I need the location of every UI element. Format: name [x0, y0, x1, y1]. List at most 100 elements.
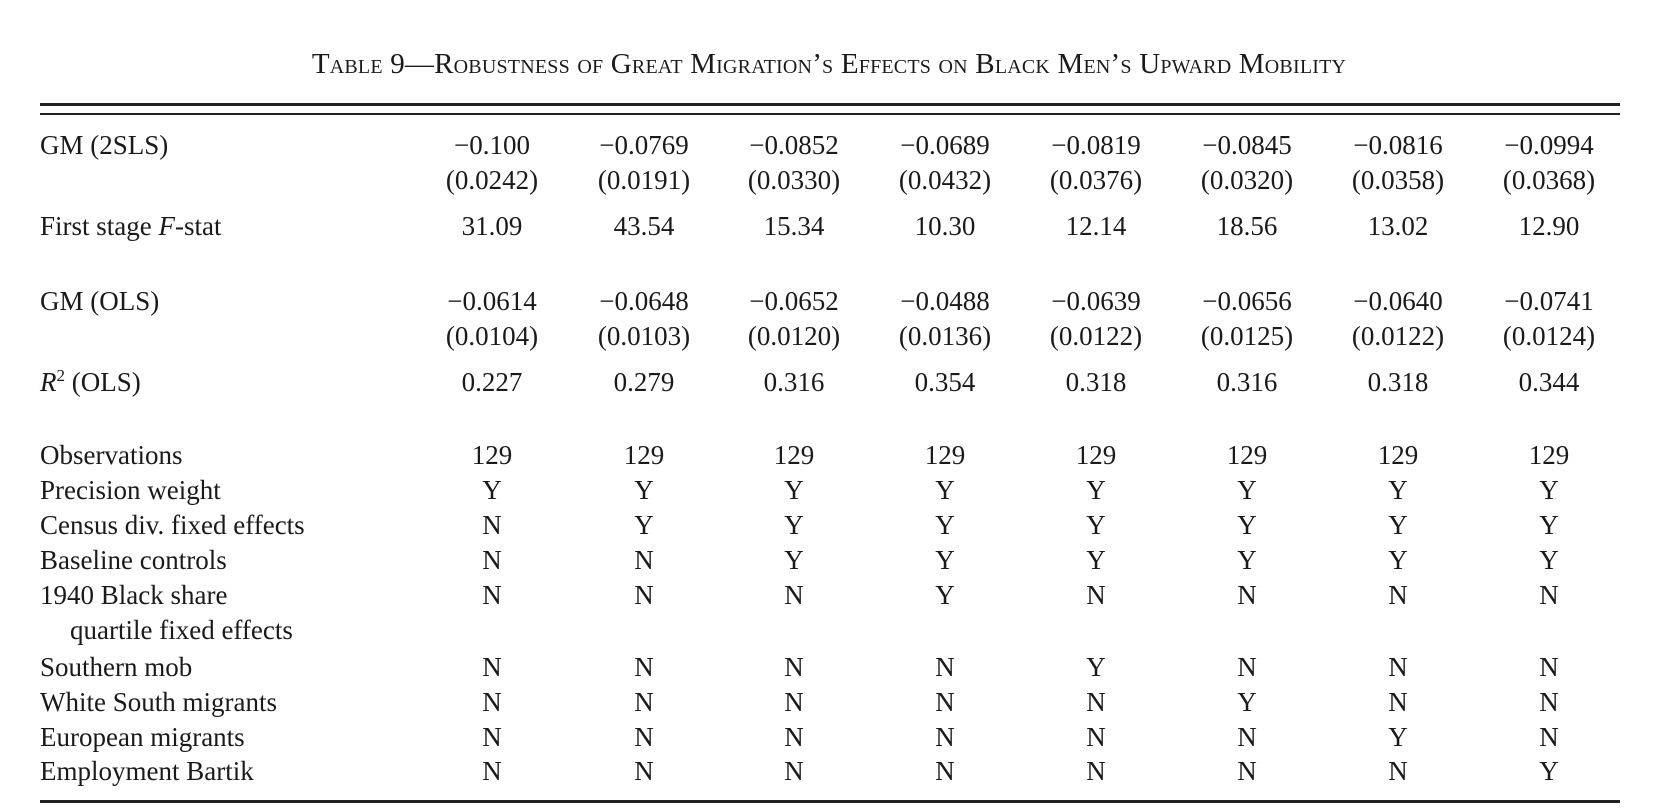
table-cell: (0.0376)	[1049, 165, 1143, 195]
table-cell: 15.34	[763, 211, 825, 241]
table-cell: N	[1237, 756, 1257, 786]
table-cell: N	[784, 722, 804, 752]
table-cell: 0.316	[1216, 367, 1278, 397]
row-label: European migrants	[40, 722, 245, 752]
table-cell: Y	[1086, 510, 1106, 540]
table-cell: N	[784, 652, 804, 682]
table-cell: −0.0639	[1051, 286, 1141, 316]
table-row-observations: Observations 129 129 129 129 129 129 129 129	[40, 438, 1620, 472]
table-cell: N	[482, 510, 502, 540]
table-cell: Y	[784, 545, 804, 575]
table-cell: N	[1539, 652, 1559, 682]
table-cell: N	[634, 756, 654, 786]
table-cell: N	[1539, 722, 1559, 752]
table-cell: Y	[634, 475, 654, 505]
table-cell: N	[482, 722, 502, 752]
table-cell: (0.0368)	[1502, 165, 1596, 195]
table-cell: 129	[924, 440, 966, 470]
table-row-1940-black-share: 1940 Black share N N N Y N N N N	[40, 578, 1620, 612]
table-cell: −0.0656	[1202, 286, 1292, 316]
table-cell: −0.0648	[599, 286, 689, 316]
table-cell: (0.0125)	[1200, 321, 1294, 351]
table-cell: Y	[1086, 475, 1106, 505]
table-row-gm-ols-se: (0.0104) (0.0103) (0.0120) (0.0136) (0.0122)…	[40, 319, 1620, 353]
table-row-employment-bartik: Employment Bartik N N N N N N N Y	[40, 754, 1620, 788]
row-label: Precision weight	[40, 475, 221, 505]
row-label: GM (2SLS)	[40, 130, 169, 160]
table-cell: Y	[1388, 722, 1408, 752]
table-cell: −0.0816	[1353, 130, 1443, 160]
table-cell: N	[784, 756, 804, 786]
table-row-baseline-controls: Baseline controls N N Y Y Y Y Y Y	[40, 543, 1620, 577]
table-cell: N	[1086, 722, 1106, 752]
table-cell: Y	[1086, 545, 1106, 575]
table-cell: N	[1086, 687, 1106, 717]
table-cell: N	[634, 652, 654, 682]
table-cell: N	[482, 756, 502, 786]
table-cell: N	[482, 545, 502, 575]
table-cell: −0.0852	[749, 130, 839, 160]
table-row-european-migrants: European migrants N N N N N N Y N	[40, 720, 1620, 754]
table-cell: −0.100	[454, 130, 530, 160]
table-cell: Y	[1237, 545, 1257, 575]
table-cell: N	[1388, 756, 1408, 786]
table-cell: (0.0358)	[1351, 165, 1445, 195]
table-cell: N	[634, 545, 654, 575]
table-cell: Y	[634, 510, 654, 540]
table-cell: N	[634, 722, 654, 752]
table-cell: (0.0122)	[1351, 321, 1445, 351]
table-cell: N	[784, 580, 804, 610]
table-cell: Y	[1539, 475, 1559, 505]
table-row-census-div: Census div. fixed effects N Y Y Y Y Y Y Y	[40, 508, 1620, 542]
table-cell: N	[634, 580, 654, 610]
table-cell: 0.344	[1518, 367, 1580, 397]
table-cell: N	[1237, 652, 1257, 682]
table-cell: N	[935, 722, 955, 752]
table-cell: Y	[935, 580, 955, 610]
table-cell: (0.0242)	[445, 165, 539, 195]
table-cell: −0.0769	[599, 130, 689, 160]
table-cell: N	[634, 687, 654, 717]
table-cell: Y	[1539, 756, 1559, 786]
table-cell: 0.318	[1065, 367, 1127, 397]
table-cell: (0.0103)	[597, 321, 691, 351]
table-cell: 43.54	[613, 211, 675, 241]
table-cell: 0.354	[914, 367, 976, 397]
table-cell: N	[1539, 687, 1559, 717]
row-label: Southern mob	[40, 652, 193, 682]
table-cell: N	[482, 687, 502, 717]
table-cell: N	[935, 687, 955, 717]
table-row-gm-2sls-se: (0.0242) (0.0191) (0.0330) (0.0432) (0.0376)…	[40, 163, 1620, 197]
table-cell: 129	[773, 440, 815, 470]
table-cell: (0.0330)	[747, 165, 841, 195]
table-cell: Y	[1539, 545, 1559, 575]
table-cell: Y	[1237, 475, 1257, 505]
table-cell: 129	[623, 440, 665, 470]
table-cell: −0.0741	[1504, 286, 1594, 316]
table-cell: (0.0120)	[747, 321, 841, 351]
table-cell: −0.0994	[1504, 130, 1594, 160]
row-label: White South migrants	[40, 687, 277, 717]
row-label: Census div. fixed effects	[40, 510, 305, 540]
table-cell: Y	[1237, 510, 1257, 540]
table-cell: N	[784, 687, 804, 717]
row-label: Observations	[40, 440, 183, 470]
table-cell: 129	[1377, 440, 1419, 470]
table-cell: Y	[482, 475, 502, 505]
row-label: GM (OLS)	[40, 286, 160, 316]
table-row-1940-black-share-cont: quartile fixed effects	[40, 613, 1620, 647]
top-rule-thin	[40, 113, 1620, 115]
row-label: First stage F-stat	[40, 211, 222, 241]
table-cell: N	[935, 652, 955, 682]
table-cell: −0.0689	[900, 130, 990, 160]
table-cell: −0.0652	[749, 286, 839, 316]
table-cell: 31.09	[461, 211, 523, 241]
table-row-first-stage-fstat: First stage F-stat 31.09 43.54 15.34 10.30 1…	[40, 209, 1620, 243]
table-cell: N	[1388, 687, 1408, 717]
table-cell: N	[935, 756, 955, 786]
table-cell: 129	[471, 440, 513, 470]
table-cell: N	[1086, 756, 1106, 786]
table-cell: (0.0104)	[445, 321, 539, 351]
row-label: 1940 Black share	[40, 580, 228, 610]
table-cell: 0.227	[461, 367, 523, 397]
